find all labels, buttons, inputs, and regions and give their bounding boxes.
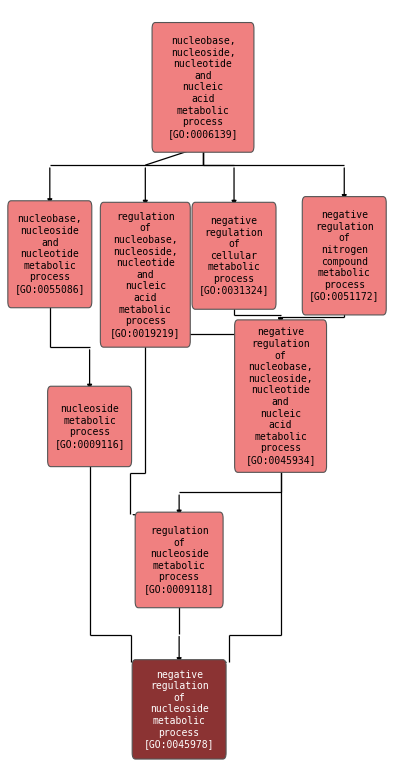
FancyBboxPatch shape (47, 386, 131, 467)
Text: nucleobase,
nucleoside
and
nucleotide
metabolic
process
[GO:0055086]: nucleobase, nucleoside and nucleotide me… (15, 214, 85, 294)
Text: regulation
of
nucleobase,
nucleoside,
nucleotide
and
nucleic
acid
metabolic
proc: regulation of nucleobase, nucleoside, nu… (110, 212, 180, 337)
Text: nucleobase,
nucleoside,
nucleotide
and
nucleic
acid
metabolic
process
[GO:000613: nucleobase, nucleoside, nucleotide and n… (167, 36, 238, 139)
FancyBboxPatch shape (152, 22, 253, 152)
Text: nucleoside
metabolic
process
[GO:0009116]: nucleoside metabolic process [GO:0009116… (54, 404, 125, 449)
Text: negative
regulation
of
nucleoside
metabolic
process
[GO:0045978]: negative regulation of nucleoside metabo… (143, 670, 214, 749)
FancyBboxPatch shape (302, 197, 385, 315)
Text: negative
regulation
of
cellular
metabolic
process
[GO:0031324]: negative regulation of cellular metaboli… (198, 216, 269, 296)
FancyBboxPatch shape (8, 200, 92, 308)
FancyBboxPatch shape (234, 320, 326, 472)
Text: regulation
of
nucleoside
metabolic
process
[GO:0009118]: regulation of nucleoside metabolic proce… (143, 526, 214, 594)
Text: negative
regulation
of
nitrogen
compound
metabolic
process
[GO:0051172]: negative regulation of nitrogen compound… (308, 211, 379, 301)
FancyBboxPatch shape (132, 659, 226, 759)
FancyBboxPatch shape (135, 512, 222, 608)
Text: negative
regulation
of
nucleobase,
nucleoside,
nucleotide
and
nucleic
acid
metab: negative regulation of nucleobase, nucle… (245, 327, 315, 465)
FancyBboxPatch shape (192, 202, 275, 310)
FancyBboxPatch shape (100, 202, 190, 348)
